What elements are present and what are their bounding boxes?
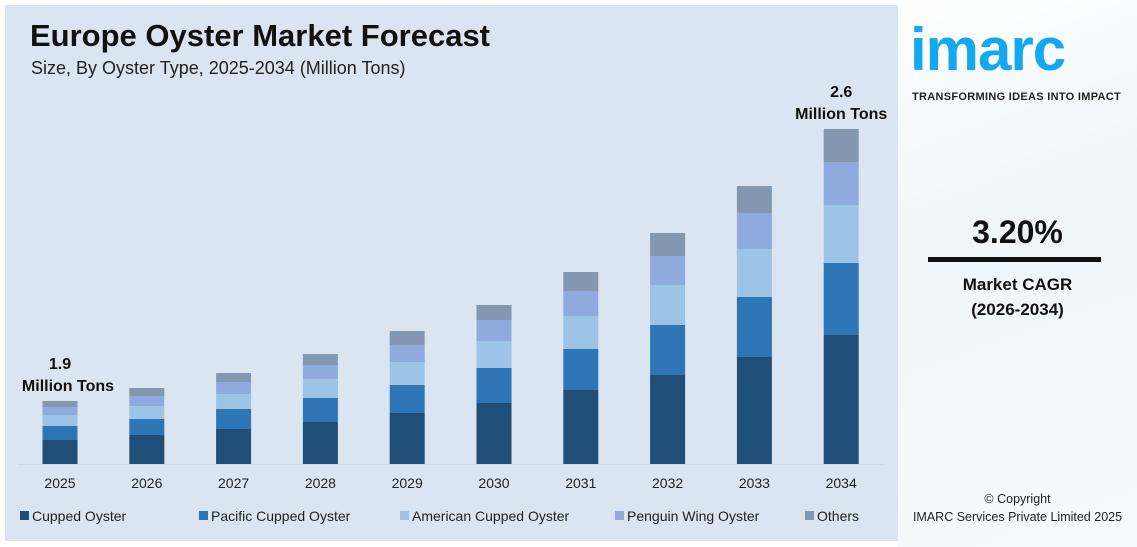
x-tick-label: 2032 bbox=[652, 475, 683, 491]
legend-item: Penguin Wing Oyster bbox=[615, 508, 760, 524]
total-unit-label: Million Tons bbox=[795, 106, 887, 123]
bar-segment-cupped-oyster-2029 bbox=[389, 413, 425, 464]
x-tick-label: 2030 bbox=[478, 475, 509, 491]
bar-segment-others-2029 bbox=[389, 331, 425, 345]
bar-segment-american-cupped-oyster-2034 bbox=[823, 205, 859, 263]
bar-segment-penguin-wing-oyster-2031 bbox=[563, 291, 599, 316]
bar-segment-penguin-wing-oyster-2026 bbox=[129, 396, 165, 406]
x-tick-label: 2026 bbox=[131, 475, 162, 491]
bar-segment-american-cupped-oyster-2029 bbox=[389, 362, 425, 385]
bar-segment-cupped-oyster-2033 bbox=[736, 357, 772, 464]
bar-segment-pacific-cupped-oyster-2027 bbox=[216, 409, 252, 429]
cagr-divider bbox=[928, 257, 1101, 262]
bar-segment-american-cupped-oyster-2030 bbox=[476, 341, 512, 368]
bar-segment-penguin-wing-oyster-2030 bbox=[476, 320, 512, 341]
legend-item: Pacific Cupped Oyster bbox=[199, 508, 351, 524]
x-tick-label: 2029 bbox=[392, 475, 423, 491]
bar-segment-pacific-cupped-oyster-2033 bbox=[736, 297, 772, 357]
legend-label: American Cupped Oyster bbox=[412, 508, 570, 524]
bar-segment-american-cupped-oyster-2025 bbox=[42, 415, 78, 426]
bar-segment-cupped-oyster-2026 bbox=[129, 435, 165, 464]
bar-segment-pacific-cupped-oyster-2032 bbox=[650, 325, 686, 375]
cagr-period: (2026-2034) bbox=[971, 300, 1064, 319]
bar-segment-cupped-oyster-2025 bbox=[42, 440, 78, 464]
chart-subtitle: Size, By Oyster Type, 2025-2034 (Million… bbox=[31, 58, 406, 78]
cagr-label-text: Market CAGR bbox=[962, 275, 1073, 294]
legend-item: Others bbox=[805, 508, 859, 524]
bar-segment-penguin-wing-oyster-2033 bbox=[736, 213, 772, 249]
bar-segment-cupped-oyster-2031 bbox=[563, 390, 599, 464]
bar-segment-others-2027 bbox=[216, 373, 252, 382]
x-tick-label: 2028 bbox=[305, 475, 336, 491]
bar-segment-pacific-cupped-oyster-2028 bbox=[302, 398, 338, 422]
bar-segment-pacific-cupped-oyster-2034 bbox=[823, 263, 859, 335]
company-name: IMARC Services Private Limited 2025 bbox=[912, 510, 1123, 524]
logo-tagline: TRANSFORMING IDEAS INTO IMPACT bbox=[912, 91, 1122, 103]
bar-segment-pacific-cupped-oyster-2031 bbox=[563, 349, 599, 390]
legend-swatch bbox=[400, 511, 409, 520]
bar-segment-others-2033 bbox=[736, 186, 772, 213]
bar-segment-pacific-cupped-oyster-2029 bbox=[389, 385, 425, 413]
legend-swatch bbox=[615, 511, 624, 520]
chart-title: Europe Oyster Market Forecast bbox=[30, 18, 491, 53]
bar-segment-cupped-oyster-2028 bbox=[302, 422, 338, 464]
bar-segment-others-2030 bbox=[476, 305, 512, 320]
cagr-label: Market CAGR (2026-2034) bbox=[898, 272, 1137, 322]
total-unit-label: Million Tons bbox=[22, 378, 114, 395]
legend-label: Pacific Cupped Oyster bbox=[211, 508, 351, 524]
bar-segment-penguin-wing-oyster-2034 bbox=[823, 162, 859, 205]
x-tick-label: 2027 bbox=[218, 475, 249, 491]
imarc-logo: imarc bbox=[910, 16, 1066, 83]
copyright: © Copyright IMARC Services Private Limit… bbox=[898, 490, 1137, 526]
bar-segment-american-cupped-oyster-2031 bbox=[563, 316, 599, 349]
legend-swatch bbox=[199, 511, 208, 520]
bar-segment-cupped-oyster-2027 bbox=[216, 429, 252, 464]
bar-segment-cupped-oyster-2032 bbox=[650, 375, 686, 464]
bar-segment-pacific-cupped-oyster-2025 bbox=[42, 426, 78, 440]
bar-segment-american-cupped-oyster-2033 bbox=[736, 249, 772, 297]
bar-segment-pacific-cupped-oyster-2026 bbox=[129, 419, 165, 435]
bar-segment-penguin-wing-oyster-2032 bbox=[650, 256, 686, 285]
bar-segment-american-cupped-oyster-2026 bbox=[129, 406, 165, 419]
total-value-label: 2.6 bbox=[830, 84, 852, 101]
bar-segment-penguin-wing-oyster-2027 bbox=[216, 382, 252, 394]
bar-segment-others-2031 bbox=[563, 272, 599, 291]
cagr-value: 3.20% bbox=[972, 214, 1063, 250]
legend-label: Penguin Wing Oyster bbox=[627, 508, 760, 524]
legend-swatch bbox=[805, 511, 814, 520]
copyright-text: © Copyright bbox=[984, 492, 1051, 506]
bar-segment-american-cupped-oyster-2027 bbox=[216, 394, 252, 409]
legend-item: Cupped Oyster bbox=[20, 508, 126, 524]
bar-segment-cupped-oyster-2034 bbox=[823, 335, 859, 464]
bar-segment-pacific-cupped-oyster-2030 bbox=[476, 368, 512, 403]
total-value-label: 1.9 bbox=[49, 356, 71, 373]
bar-segment-others-2026 bbox=[129, 388, 165, 396]
legend-item: American Cupped Oyster bbox=[400, 508, 570, 524]
x-tick-label: 2034 bbox=[826, 475, 857, 491]
legend-label: Others bbox=[817, 508, 859, 524]
bar-segment-others-2032 bbox=[650, 233, 686, 256]
bar-segment-others-2025 bbox=[42, 401, 78, 407]
bar-segment-penguin-wing-oyster-2028 bbox=[302, 365, 338, 379]
legend-swatch bbox=[20, 511, 29, 520]
bar-segment-cupped-oyster-2030 bbox=[476, 403, 512, 464]
x-tick-label: 2025 bbox=[44, 475, 75, 491]
bar-segment-american-cupped-oyster-2032 bbox=[650, 285, 686, 325]
bar-segment-penguin-wing-oyster-2029 bbox=[389, 345, 425, 362]
x-tick-label: 2031 bbox=[565, 475, 596, 491]
legend-label: Cupped Oyster bbox=[32, 508, 126, 524]
sidebar: imarc TRANSFORMING IDEAS INTO IMPACT 3.2… bbox=[898, 0, 1137, 547]
x-tick-label: 2033 bbox=[739, 475, 770, 491]
bar-segment-american-cupped-oyster-2028 bbox=[302, 379, 338, 398]
bar-segment-others-2034 bbox=[823, 129, 859, 162]
stacked-bar-chart: 2025 2026 2027 2028 2029 2030 2031 2032 2033 2034… bbox=[18, 84, 887, 524]
bar-segment-penguin-wing-oyster-2025 bbox=[42, 407, 78, 415]
bar-segment-others-2028 bbox=[302, 354, 338, 365]
